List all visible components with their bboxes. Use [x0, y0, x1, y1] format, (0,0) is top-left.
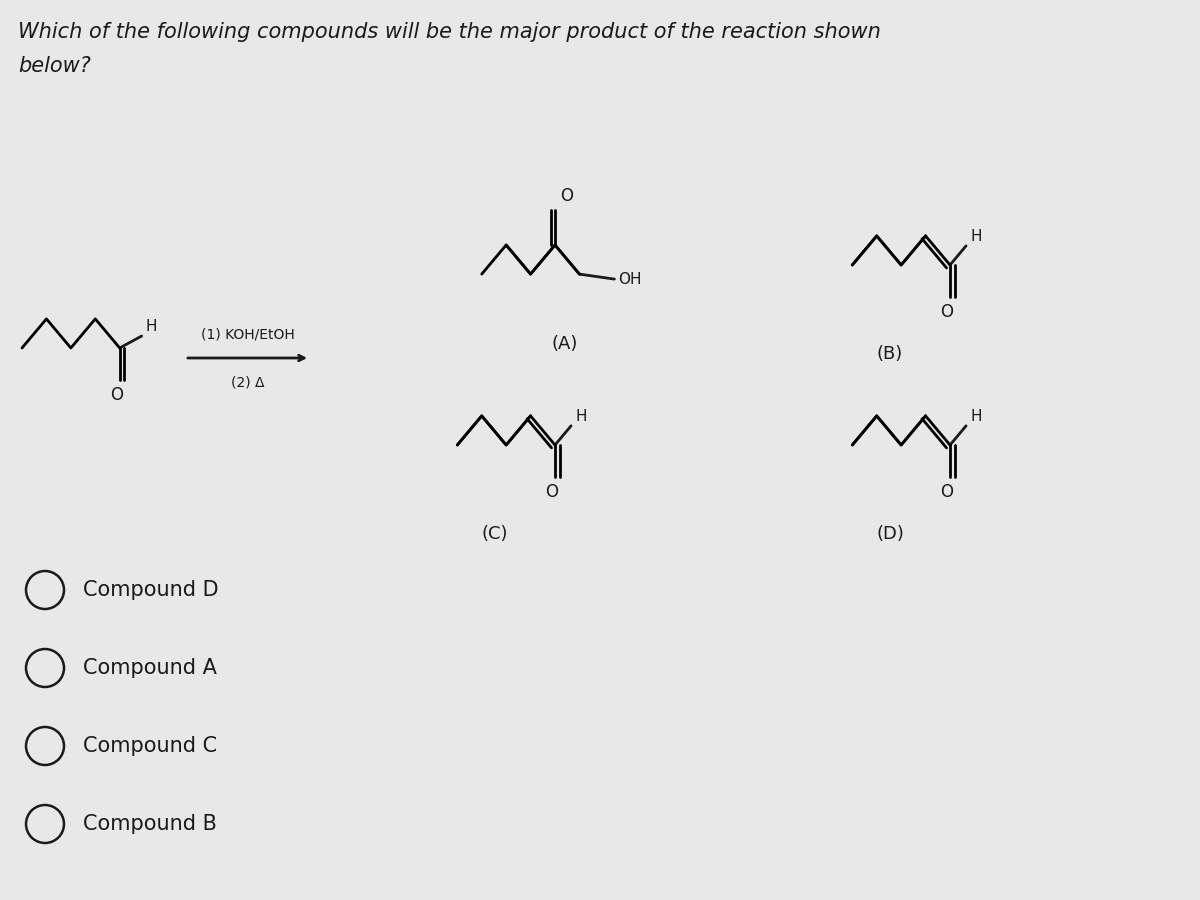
Text: H: H — [970, 229, 982, 244]
Text: below?: below? — [18, 56, 91, 76]
Text: H: H — [145, 319, 157, 334]
Text: O: O — [110, 386, 124, 404]
Text: Compound B: Compound B — [83, 814, 217, 834]
Text: H: H — [970, 409, 982, 424]
Text: O: O — [941, 303, 954, 321]
Text: (C): (C) — [481, 525, 509, 543]
Text: H: H — [575, 409, 587, 424]
Text: (D): (D) — [876, 525, 904, 543]
Text: (2) Δ: (2) Δ — [230, 375, 264, 389]
Text: OH: OH — [618, 272, 642, 286]
Text: (A): (A) — [552, 335, 578, 353]
Text: (1) KOH/EtOH: (1) KOH/EtOH — [200, 327, 294, 341]
Text: O: O — [546, 483, 558, 501]
Text: O: O — [941, 483, 954, 501]
Text: Which of the following compounds will be the major product of the reaction shown: Which of the following compounds will be… — [18, 22, 881, 42]
Text: Compound D: Compound D — [83, 580, 218, 600]
Text: O: O — [560, 187, 574, 205]
Text: Compound C: Compound C — [83, 736, 217, 756]
Text: (B): (B) — [877, 345, 904, 363]
Text: Compound A: Compound A — [83, 658, 217, 678]
